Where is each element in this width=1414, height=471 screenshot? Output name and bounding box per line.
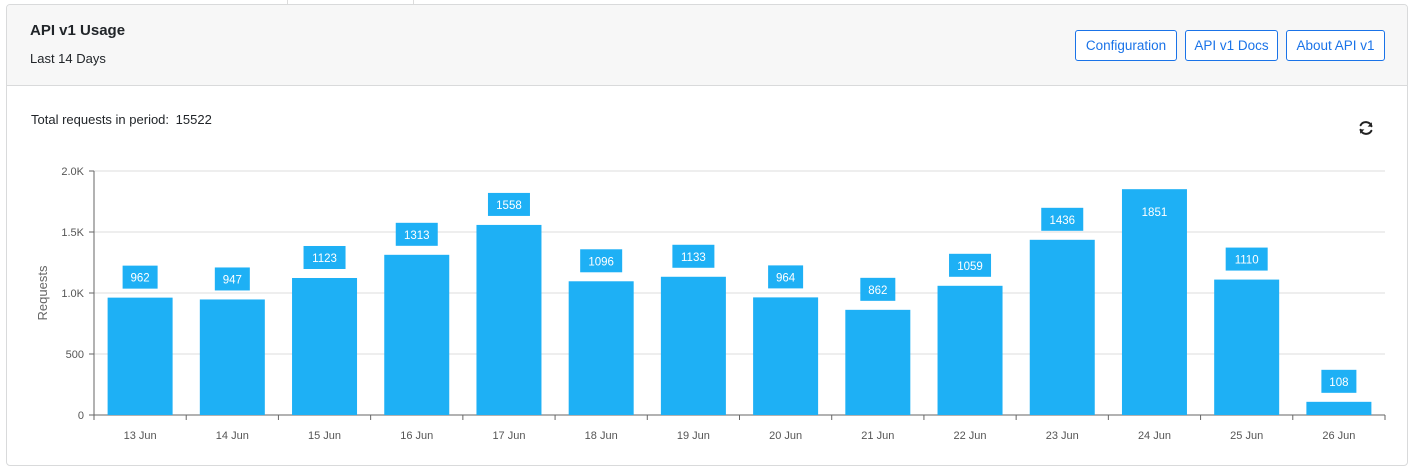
usage-card: API v1 Usage Last 14 Days Configuration … xyxy=(6,4,1408,466)
x-tick-label: 26 Jun xyxy=(1322,430,1355,442)
data-label: 862 xyxy=(868,285,887,297)
bar xyxy=(1306,401,1372,415)
y-tick-label: 0 xyxy=(78,410,84,422)
tab-divider xyxy=(413,0,414,4)
api-docs-button[interactable]: API v1 Docs xyxy=(1185,30,1278,61)
x-tick-label: 25 Jun xyxy=(1230,430,1263,442)
card-header: API v1 Usage Last 14 Days Configuration … xyxy=(7,5,1407,86)
x-tick-label: 23 Jun xyxy=(1046,430,1079,442)
configuration-button[interactable]: Configuration xyxy=(1075,30,1177,61)
total-requests-label: Total requests in period: xyxy=(31,112,170,127)
bar xyxy=(199,299,265,415)
total-requests-value: 15522 xyxy=(175,112,212,127)
data-label-box xyxy=(303,245,346,269)
page-title: API v1 Usage xyxy=(30,22,126,39)
x-tick-label: 17 Jun xyxy=(492,430,525,442)
about-api-button[interactable]: About API v1 xyxy=(1286,30,1385,61)
data-label: 108 xyxy=(1329,377,1348,389)
x-tick-label: 18 Jun xyxy=(585,430,618,442)
bar xyxy=(107,297,173,415)
data-label: 1110 xyxy=(1235,255,1259,267)
x-tick-label: 20 Jun xyxy=(769,430,802,442)
data-label: 1558 xyxy=(496,200,522,212)
bar xyxy=(292,277,358,415)
x-tick-label: 15 Jun xyxy=(308,430,341,442)
bar xyxy=(384,254,450,415)
data-label-box xyxy=(1321,369,1357,393)
data-label: 947 xyxy=(223,274,242,286)
data-label: 1096 xyxy=(588,256,614,268)
bar xyxy=(1214,279,1280,415)
data-label: 1436 xyxy=(1049,215,1075,227)
data-label-box xyxy=(580,249,623,273)
x-tick-label: 16 Jun xyxy=(400,430,433,442)
data-label-box xyxy=(214,267,250,291)
x-tick-label: 13 Jun xyxy=(124,430,157,442)
data-label: 1313 xyxy=(404,230,430,242)
y-axis-title: Requests xyxy=(35,265,50,320)
bar xyxy=(1029,239,1095,415)
y-tick-label: 1.5K xyxy=(61,227,84,239)
bar xyxy=(1121,189,1187,415)
data-label-box xyxy=(395,222,438,246)
x-tick-label: 19 Jun xyxy=(677,430,710,442)
bar xyxy=(937,285,1003,415)
tab-divider xyxy=(287,0,288,4)
y-tick-label: 1.0K xyxy=(61,288,84,300)
data-label-box xyxy=(122,265,158,289)
data-label-box xyxy=(1133,200,1176,224)
data-label-box xyxy=(949,253,992,277)
bar xyxy=(660,276,726,415)
x-tick-label: 22 Jun xyxy=(954,430,987,442)
data-label-box xyxy=(768,265,804,289)
bar xyxy=(568,281,634,415)
top-tabs-strip xyxy=(0,0,1414,4)
x-tick-label: 24 Jun xyxy=(1138,430,1171,442)
data-label-box xyxy=(1225,247,1268,271)
data-label-box xyxy=(860,277,896,301)
refresh-icon[interactable] xyxy=(1357,119,1375,137)
requests-bar-chart: 0 500 1.0K 1.5K 2.0K Requests 13 Jun 962 14 Jun 9… xyxy=(35,166,1386,442)
data-label: 964 xyxy=(776,272,796,284)
data-label-box xyxy=(487,192,530,216)
x-tick-label: 14 Jun xyxy=(216,430,249,442)
bar xyxy=(476,224,542,415)
period-subtitle: Last 14 Days xyxy=(30,51,106,66)
data-label: 962 xyxy=(131,273,150,285)
data-label-box xyxy=(672,244,715,268)
data-label: 1123 xyxy=(312,253,337,265)
x-tick-label: 21 Jun xyxy=(861,430,894,442)
y-tick-label: 2.0K xyxy=(61,166,84,178)
data-label: 1059 xyxy=(957,261,983,273)
bar xyxy=(845,309,911,415)
data-label-box xyxy=(1041,207,1084,231)
total-requests: Total requests in period: 15522 xyxy=(31,112,212,127)
data-label: 1133 xyxy=(681,252,706,264)
y-tick-label: 500 xyxy=(66,349,84,361)
data-label: 1851 xyxy=(1142,207,1168,219)
bar xyxy=(753,297,819,415)
